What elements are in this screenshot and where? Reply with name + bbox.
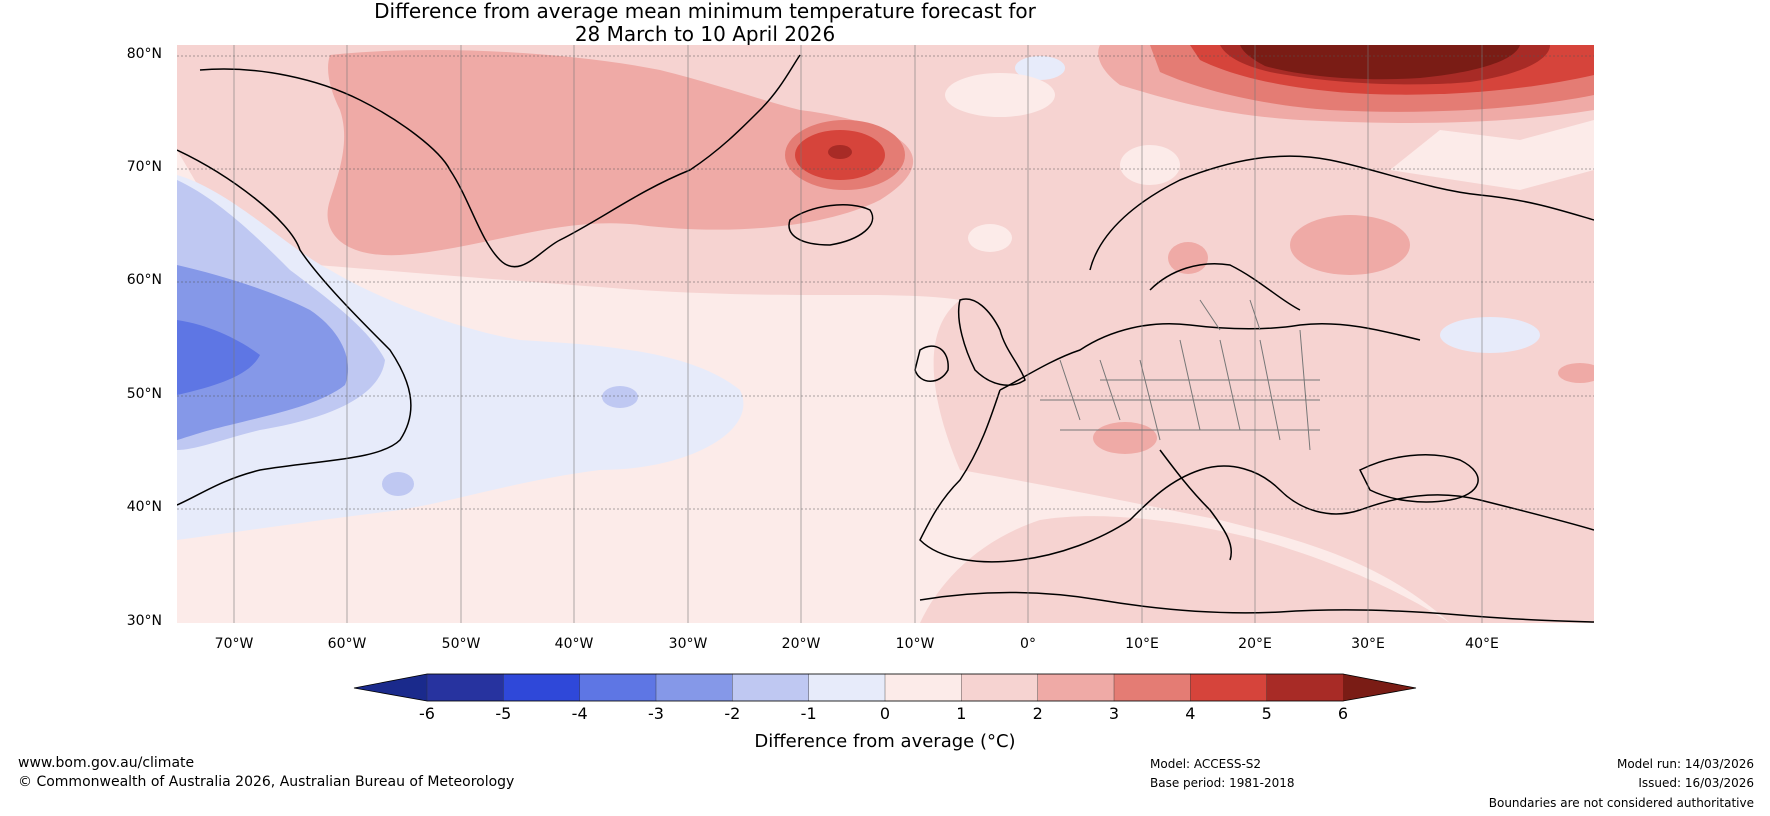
country-borders: [1040, 299, 1320, 451]
colorbar-cell: [655, 673, 734, 702]
footer-disclaimer: Boundaries are not considered authoritat…: [1488, 796, 1754, 810]
british-isles-coast: [914, 298, 1026, 386]
footer-copyright: © Commonwealth of Australia 2026, Austra…: [18, 774, 515, 790]
colorbar-tick-label: -5: [495, 704, 512, 723]
anomaly-blob-minus1-arctic: [1015, 56, 1065, 80]
black-sea-coast: [1358, 454, 1479, 503]
lon-label-30w: 30°W: [668, 636, 708, 652]
footer-issued: Issued: 16/03/2026: [1638, 776, 1754, 790]
map-title-line1: Difference from average mean minimum tem…: [374, 0, 1036, 23]
lon-label-50w: 50°W: [441, 636, 481, 652]
footer-model-run: Model run: 14/03/2026: [1616, 757, 1754, 771]
colorbar-tick-label: -2: [724, 704, 741, 723]
colorbar-tick-label: 0: [879, 704, 891, 723]
map-area: [177, 45, 1594, 623]
lon-label-70w: 70°W: [214, 636, 254, 652]
lat-label-80n: 80°N: [126, 46, 162, 62]
colorbar-cell: [1266, 673, 1344, 702]
coastlines: [177, 54, 1594, 623]
colorbar-outline: [353, 673, 1417, 702]
greenland-coast: [199, 54, 801, 268]
lat-label-40n: 40°N: [126, 499, 162, 515]
colorbar-cell: [808, 673, 886, 702]
iceland-coast: [788, 204, 874, 246]
lat-label-30n: 30°N: [126, 613, 162, 629]
colorbar-cells: [426, 673, 1344, 702]
lon-label-40w: 40°W: [554, 636, 594, 652]
colorbar-cell: [961, 673, 1039, 702]
lon-label-20e: 20°E: [1238, 636, 1272, 652]
anomaly-blob-0-to-1-svalbard: [1120, 145, 1180, 185]
footer-base-period: Base period: 1981-2018: [1150, 776, 1295, 790]
colorbar-cell: [732, 673, 810, 702]
colorbar-tick-label: 3: [1108, 704, 1120, 723]
lon-label-10w: 10°W: [895, 636, 935, 652]
mediterranean-coast: [919, 591, 1594, 623]
lat-label-70n: 70°N: [126, 159, 162, 175]
anomaly-blob-5-to-6-denmark-strait: [828, 145, 852, 159]
colorbar-cell: [426, 673, 505, 702]
anomaly-blob-minus2-south: [382, 472, 414, 496]
labrador-coast: [177, 149, 412, 506]
colorbar-under-triangle: [354, 674, 427, 701]
anomaly-region-above-6-arctic: [1240, 45, 1520, 80]
lat-label-50n: 50°N: [126, 386, 162, 402]
footer-model: Model: ACCESS-S2: [1150, 757, 1262, 771]
colorbar-tick-label: -4: [571, 704, 588, 723]
map-title: Difference from average mean minimum tem…: [0, 0, 1410, 46]
colorbar-tick-label: 5: [1261, 704, 1272, 723]
anomaly-blob-minus1-russia: [1440, 317, 1540, 353]
colorbar-tick-label: -3: [648, 704, 664, 723]
lon-label-10e: 10°E: [1125, 636, 1159, 652]
anomaly-blob-minus2-mid-atlantic: [602, 386, 638, 408]
anomaly-blob-0-to-1-arctic: [945, 73, 1055, 117]
anomaly-blob-0-to-1-norwegian-sea: [968, 224, 1012, 252]
scandinavia-coast: [1089, 155, 1594, 311]
lon-label-30e: 30°E: [1351, 636, 1385, 652]
anomaly-region-minus4-to-minus3: [177, 320, 260, 395]
italy-coast: [1159, 449, 1232, 561]
anomaly-blob-2-to-3-norway: [1168, 242, 1208, 274]
anomaly-region-minus1-to-0: [177, 175, 744, 540]
anomaly-blob-2-to-3-caspian: [1558, 363, 1594, 383]
colorbar-tick-label: 2: [1032, 704, 1043, 723]
colorbar-over-triangle: [1343, 674, 1416, 701]
continental-europe-coast: [919, 322, 1594, 563]
anomaly-region-1-to-2-south: [920, 516, 1450, 623]
colorbar-cell: [884, 673, 963, 702]
lon-label-40e: 40°E: [1465, 636, 1499, 652]
graticule: [177, 55, 1594, 510]
anomaly-region-2-to-3-greenland-sea: [327, 50, 914, 256]
colorbar-cell: [1037, 673, 1115, 702]
colorbar-cell: [579, 673, 657, 702]
colorbar-cell: [503, 673, 581, 702]
map-title-line2: 28 March to 10 April 2026: [574, 22, 836, 46]
colorbar-tick-label: -1: [800, 704, 817, 723]
colorbar-cell: [1190, 673, 1268, 702]
colorbar-tick-label: 6: [1337, 704, 1349, 723]
meridians: [233, 45, 1483, 623]
colorbar-tick-label: 1: [956, 704, 967, 723]
lon-label-60w: 60°W: [327, 636, 367, 652]
anomaly-blob-2-to-3-finland: [1290, 215, 1410, 275]
lon-label-0: 0°: [1020, 636, 1036, 652]
footer-website: www.bom.gov.au/climate: [18, 755, 195, 771]
colorbar-tick-label: 4: [1185, 704, 1196, 723]
colorbar-title: Difference from average (°C): [754, 731, 1016, 752]
colorbar-tick-label: -6: [419, 704, 435, 723]
lon-label-20w: 20°W: [781, 636, 821, 652]
lat-label-60n: 60°N: [126, 272, 162, 288]
colorbar-cell: [1113, 673, 1192, 702]
